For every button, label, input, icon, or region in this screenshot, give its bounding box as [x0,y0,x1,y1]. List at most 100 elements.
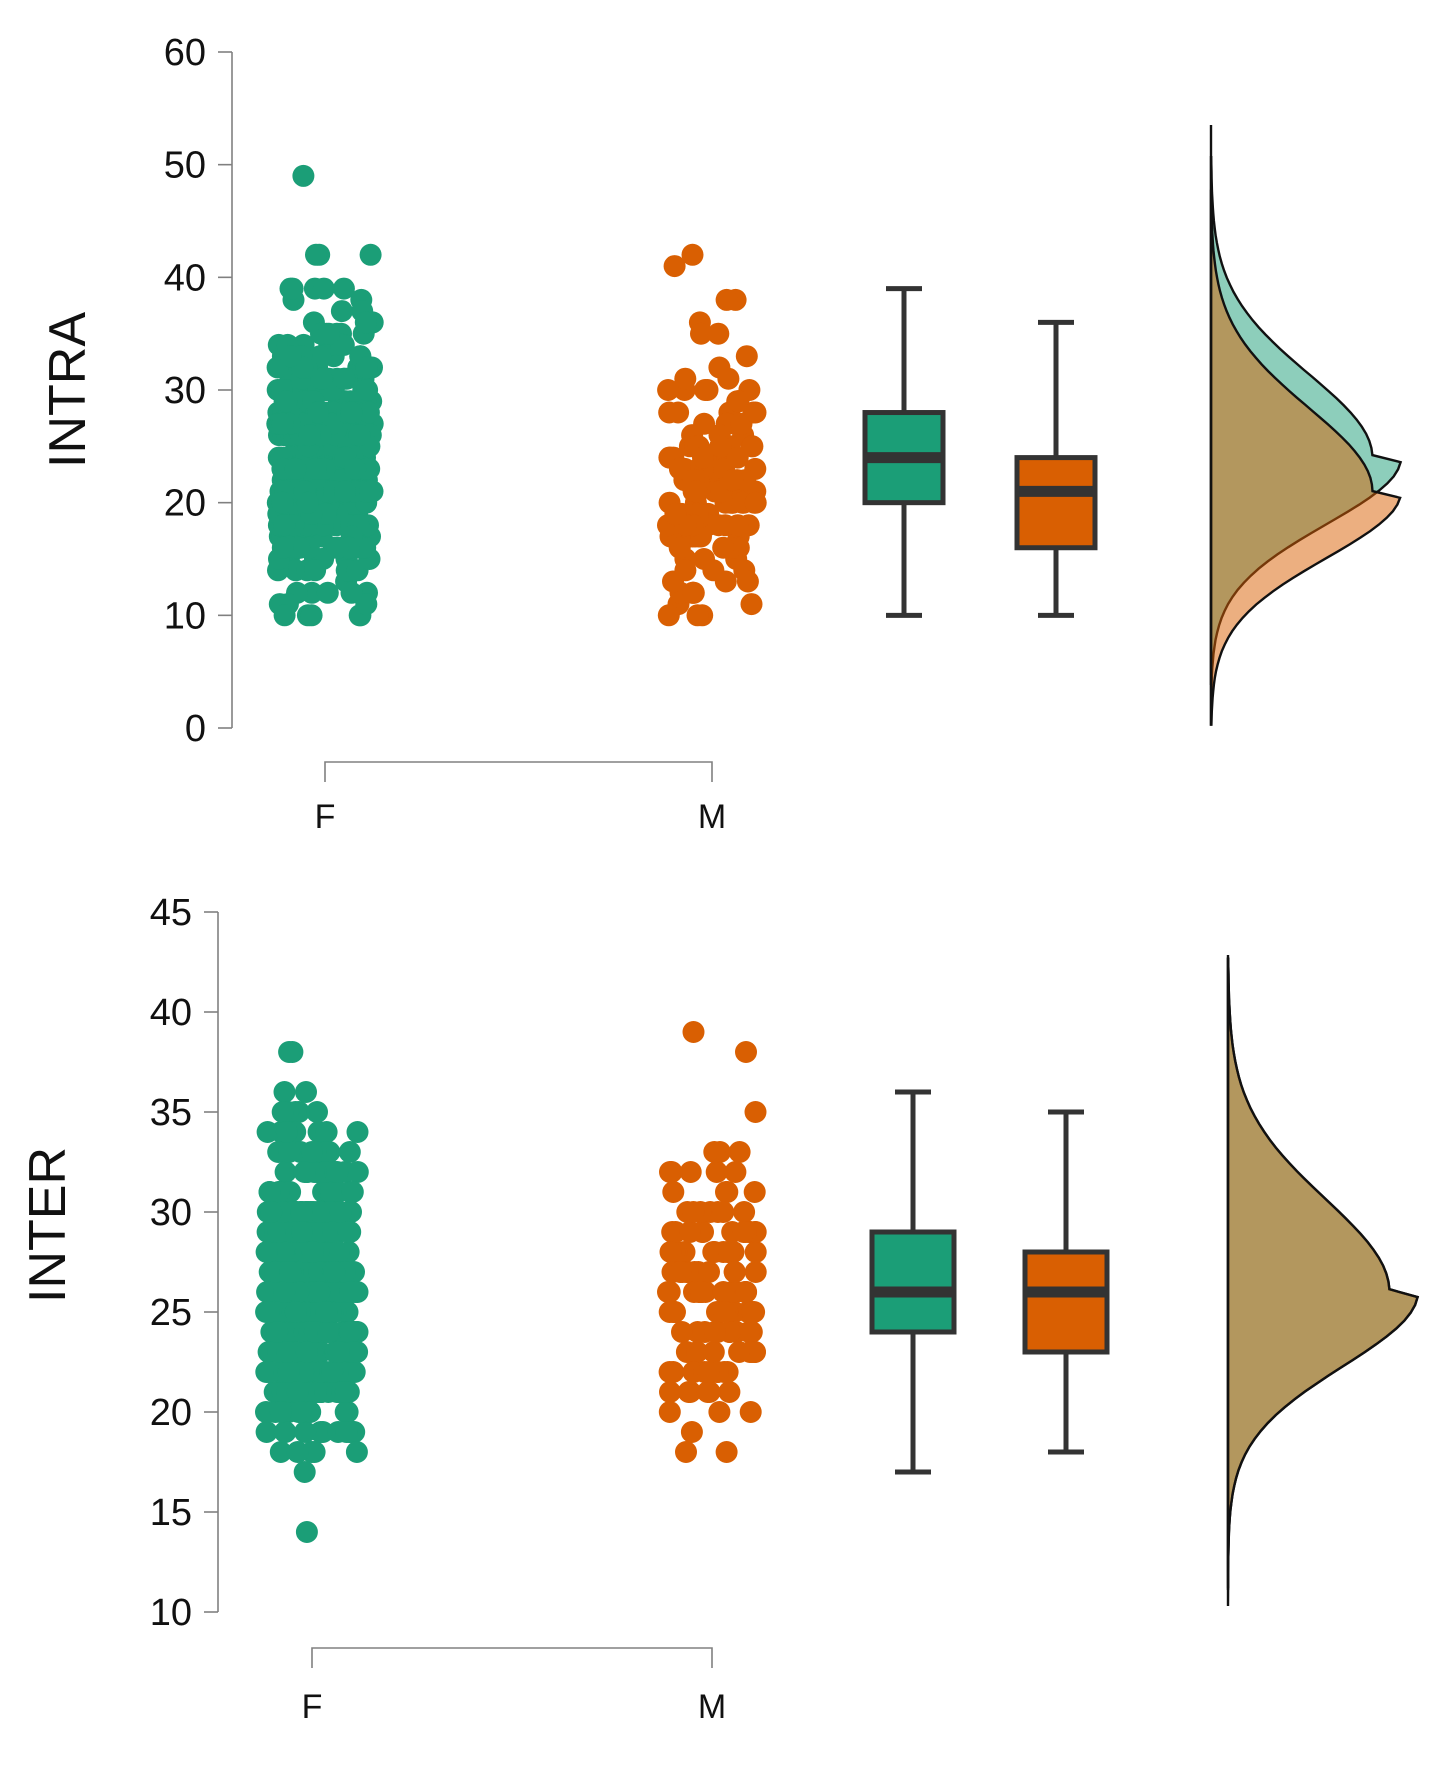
data-point [296,491,319,514]
data-point [317,1321,340,1343]
data-point [712,1281,735,1303]
data-point [271,1101,294,1123]
data-point [305,243,327,266]
density-m [1226,957,1420,1589]
data-point [702,1341,725,1363]
data-point [300,604,323,627]
data-point [686,1321,709,1343]
data-point [326,536,349,559]
data-point [275,1121,298,1143]
data-point [256,1121,279,1143]
data-point [323,1261,346,1283]
data-point [686,1341,709,1363]
data-point [274,1161,297,1183]
data-point [727,390,750,413]
data-point [315,1121,338,1143]
data-point [686,604,709,627]
y-tick-label: 0 [185,708,206,750]
data-point [715,1441,738,1463]
data-point [321,1361,344,1383]
iqr-box [1022,1249,1110,1355]
data-point [294,1421,317,1443]
data-point [336,1401,359,1423]
data-point [744,401,767,424]
data-point [726,514,749,537]
data-point [257,1361,280,1383]
data-point [266,1321,289,1343]
data-point [306,1101,328,1123]
data-point [703,1141,726,1163]
data-point [735,1041,757,1063]
data-point [736,570,759,593]
data-point [327,1241,350,1263]
data-point [715,1181,737,1203]
y-tick-label: 40 [164,257,206,299]
data-point [295,1341,318,1363]
data-point [334,1381,357,1403]
data-point [659,1381,681,1403]
data-point [273,514,296,537]
y-tick-label: 20 [164,483,206,525]
data-point [278,1141,301,1163]
data-point [277,1361,300,1383]
data-point [679,1381,702,1403]
iqr-box [869,1229,957,1335]
y-tick-label: 60 [164,32,206,74]
data-point [315,1301,338,1323]
data-point [681,581,704,604]
data-point [721,469,744,492]
data-point [272,1241,295,1263]
data-point [286,1441,309,1463]
y-tick-label: 20 [150,1392,192,1434]
data-point [674,367,697,390]
data-point [694,379,717,401]
y-tick-label: 30 [150,1192,192,1234]
data-point [658,1401,681,1423]
data-point [267,1221,290,1243]
panel-inter: 10 15 20 25 30 35 40 45 INTER F M [19,892,1420,1726]
data-point [744,1101,767,1123]
data-point [269,1401,292,1423]
data-point [293,1161,316,1183]
data-point [728,1341,751,1363]
data-point [359,480,382,503]
data-point [657,1281,679,1303]
data-point [255,1241,278,1263]
data-point [322,1221,345,1243]
data-point [682,1021,705,1043]
data-point [735,1281,757,1303]
data-point [357,401,380,424]
data-point [346,1121,369,1143]
data-point [255,1421,278,1443]
data-point [697,1361,720,1383]
data-point [284,457,307,480]
data-point [658,401,681,424]
data-point [345,1441,368,1463]
data-point [693,412,716,435]
data-point [316,581,339,604]
data-point [273,604,296,627]
data-point [740,593,763,616]
data-point [293,1461,316,1483]
data-point [708,1401,731,1423]
data-point [329,1201,352,1223]
data-point [304,559,327,582]
y-tick-label: 10 [150,1592,192,1634]
data-point [279,1261,302,1283]
data-point [743,1181,766,1203]
data-point [348,424,371,447]
data-point [271,536,294,559]
data-point [301,1241,324,1263]
data-point [660,1161,683,1183]
points-f [255,1041,369,1543]
data-point [346,1161,369,1183]
data-point [337,1221,360,1243]
data-point [317,322,340,345]
data-point [273,1081,296,1103]
points-m [657,1021,767,1463]
data-point [715,288,738,311]
iqr-box [1014,455,1098,551]
data-point [258,1181,281,1203]
data-point [669,1261,692,1283]
